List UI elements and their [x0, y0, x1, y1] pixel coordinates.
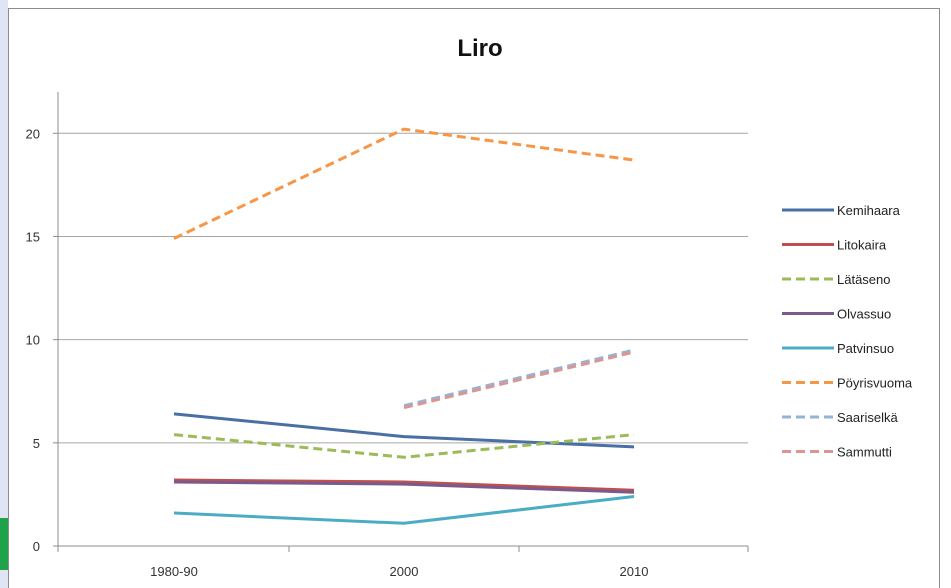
legend-label: Saariselkä [837, 410, 898, 425]
legend-label: Pöyrisvuoma [837, 376, 913, 391]
series-line [173, 495, 635, 525]
x-tick-label: 2010 [620, 564, 649, 579]
left-side-strip [0, 0, 8, 588]
legend-label: Litokaira [837, 238, 887, 253]
series-line [173, 127, 635, 240]
left-green-accent [0, 518, 8, 570]
series-line [173, 478, 635, 492]
y-tick-label: 15 [26, 229, 40, 244]
legend-label: Kemihaara [837, 203, 901, 218]
y-tick-labels: 0 5 10 15 20 [26, 126, 40, 554]
y-tick-label: 5 [33, 436, 40, 451]
x-tick-labels: 1980-90 2000 2010 [150, 564, 648, 579]
chart-title: Liro [457, 35, 502, 62]
legend-label: Olvassuo [837, 307, 891, 322]
series-line [173, 433, 635, 459]
legend-label: Lätäseno [837, 272, 891, 287]
series-line [173, 480, 635, 494]
y-tick-label: 20 [26, 126, 40, 141]
legend-label: Sammutti [837, 445, 892, 460]
series-line [403, 348, 635, 408]
right-edge [940, 0, 951, 588]
series-line [403, 350, 635, 410]
x-tick-label: 2000 [390, 564, 419, 579]
axes [53, 92, 749, 552]
gridlines [58, 132, 748, 444]
legend: Kemihaara Litokaira Lätäseno Olvassuo Patvin… [782, 203, 913, 460]
y-tick-label: 0 [33, 539, 40, 554]
chart-frame [8, 8, 940, 588]
x-tick-label: 1980-90 [150, 564, 198, 579]
y-tick-label: 10 [26, 333, 40, 348]
legend-label: Patvinsuo [837, 341, 894, 356]
series-lines [173, 127, 635, 525]
